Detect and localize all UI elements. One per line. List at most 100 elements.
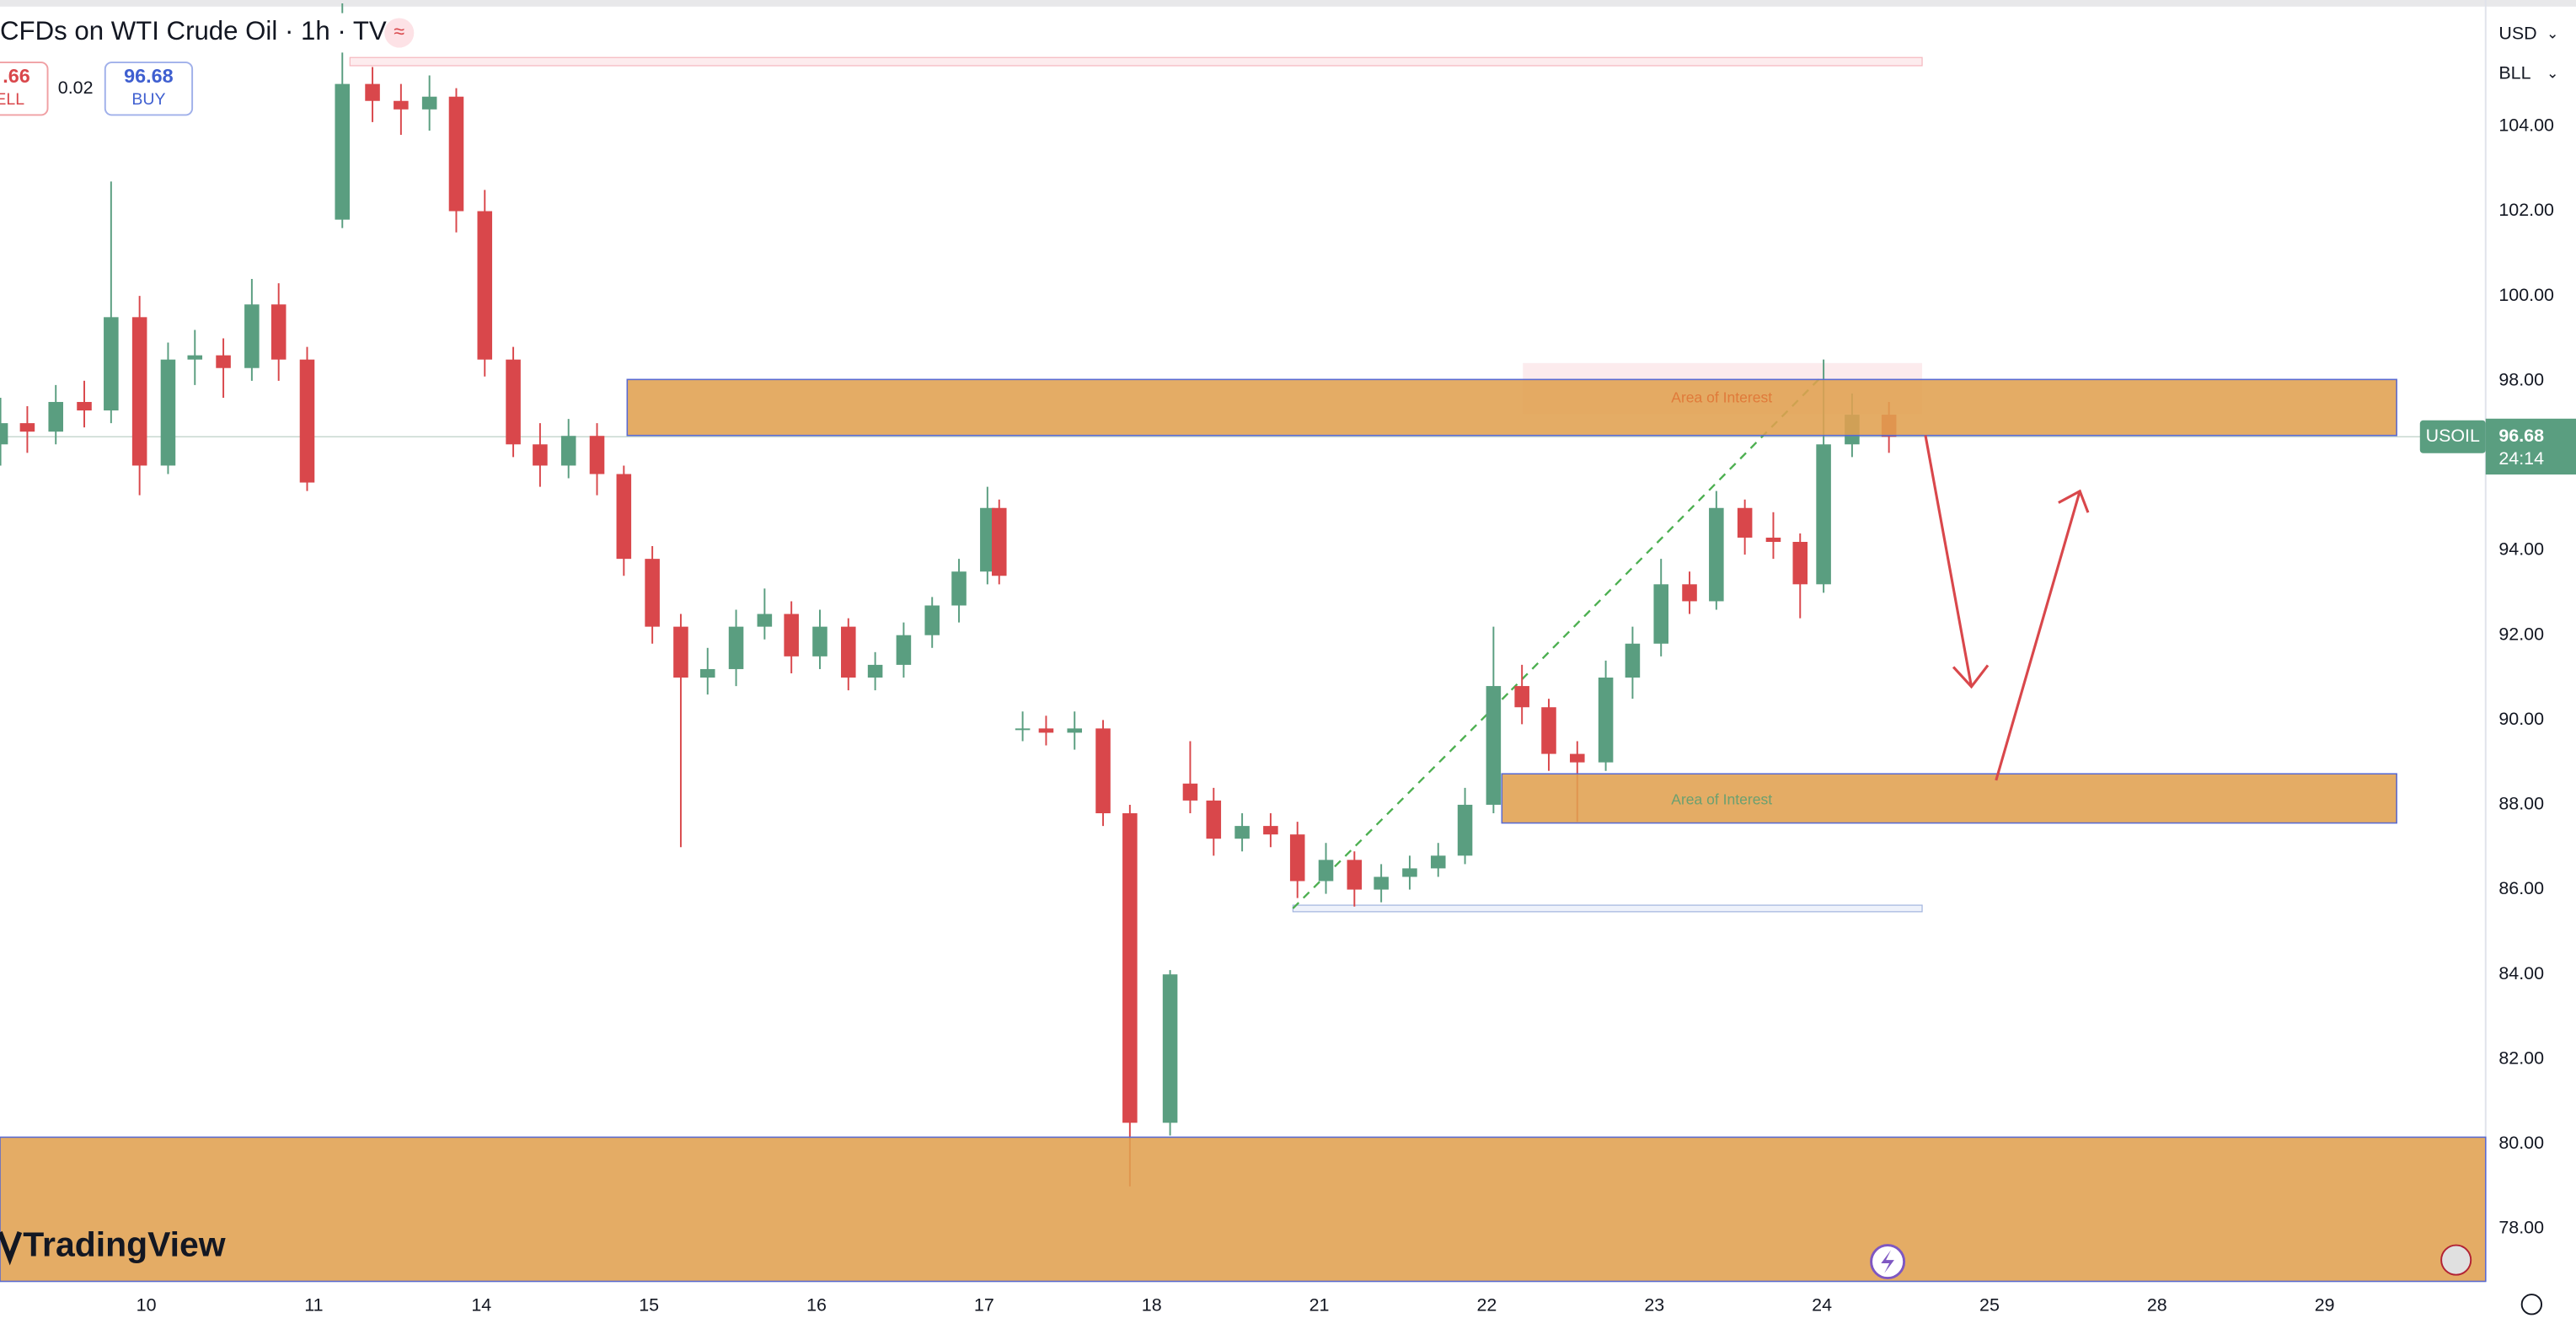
range-box (349, 56, 1923, 67)
x-tick-label: 14 (471, 1294, 491, 1315)
x-tick-label: 29 (2315, 1294, 2335, 1315)
arrow-down (1924, 435, 1974, 688)
zone-label: Area of Interest (1671, 389, 1772, 406)
candle-body (1038, 728, 1054, 733)
arrow-head (2058, 489, 2090, 513)
y-tick-label: 94.00 (2498, 539, 2544, 560)
lightning-glyph (1881, 1250, 1894, 1273)
y-tick-label: 98.00 (2498, 369, 2544, 389)
zone (1501, 773, 2397, 824)
settings-icon[interactable] (2520, 1294, 2543, 1316)
candle-body (421, 96, 437, 110)
candle-body (131, 317, 147, 466)
y-tick-label: 80.00 (2498, 1133, 2544, 1153)
candle-body (841, 626, 856, 678)
candle-body (1653, 584, 1668, 644)
candle-body (1402, 868, 1417, 877)
candle-body (477, 211, 493, 360)
candle-body (365, 83, 380, 101)
candle-body (1318, 860, 1334, 882)
candle-body (1430, 855, 1446, 869)
x-tick-label: 25 (1979, 1294, 2000, 1315)
candle-body (335, 83, 351, 220)
candle-body (560, 436, 576, 466)
x-tick-label: 28 (2147, 1294, 2167, 1315)
candle-body (48, 401, 63, 432)
last-price: 96.68 (2498, 426, 2544, 446)
candle-body (645, 559, 660, 627)
zone (0, 1136, 2487, 1283)
candle-body (784, 614, 799, 656)
symbol-tag: USOIL (2426, 426, 2480, 446)
y-tick-label: 82.00 (2498, 1048, 2544, 1068)
candle-body (19, 423, 35, 432)
unit-caret: ⌄ (2547, 64, 2559, 81)
sell-label: ELL (0, 90, 24, 109)
y-tick-label: 78.00 (2498, 1218, 2544, 1238)
candle-body (728, 626, 744, 669)
candle-body (1234, 826, 1250, 839)
y-tick-label: 100.00 (2498, 285, 2554, 305)
x-tick-label: 18 (1142, 1294, 1162, 1315)
candle-body (1162, 974, 1178, 1123)
indicator-icon[interactable] (384, 18, 415, 48)
indicator-icon-glyph: ≈ (394, 20, 404, 42)
flag-icon[interactable] (2440, 1244, 2472, 1276)
candle-body (951, 571, 967, 606)
candle-body (506, 359, 521, 445)
x-tick-label: 21 (1309, 1294, 1330, 1315)
x-tick-label: 22 (1476, 1294, 1497, 1315)
currency[interactable]: USD (2498, 24, 2536, 44)
x-tick-label: 11 (304, 1294, 323, 1315)
candle-body (1182, 783, 1198, 801)
candle-body (1206, 800, 1222, 839)
candle-body (924, 605, 940, 635)
x-tick-label: 10 (137, 1294, 157, 1315)
zone (626, 378, 2397, 437)
candle-body (394, 100, 409, 110)
spread: 0.02 (58, 78, 94, 98)
candle-body (216, 355, 231, 368)
sell-price: .66 (3, 65, 30, 87)
candle-body (1289, 834, 1305, 882)
sell-button[interactable] (0, 62, 49, 116)
candle-body (1682, 584, 1697, 602)
y-tick-label: 92.00 (2498, 624, 2544, 644)
candle-body (299, 359, 315, 483)
candle-body (1765, 537, 1781, 543)
candle-body (1015, 728, 1031, 731)
symbol-title: CFDs on WTI Crude Oil · 1h · TVC (0, 16, 405, 46)
candle-body (1625, 643, 1641, 678)
y-tick-label: 88.00 (2498, 794, 2544, 814)
zone-label: Area of Interest (1671, 790, 1772, 807)
unit[interactable]: BLL (2498, 62, 2530, 83)
buy-button[interactable] (104, 62, 194, 116)
candle-body (991, 507, 1007, 576)
candle-body (589, 436, 605, 474)
candle-body (699, 668, 715, 678)
candle-body (1514, 686, 1529, 708)
buy-price: 96.68 (124, 65, 174, 87)
watermark: TradingView (23, 1225, 225, 1263)
x-tick-label: 23 (1644, 1294, 1664, 1315)
y-tick-label: 84.00 (2498, 963, 2544, 983)
x-tick-label: 15 (639, 1294, 659, 1315)
candle-body (160, 359, 176, 466)
candle-body (1374, 876, 1389, 890)
candle-body (1598, 678, 1614, 763)
y-tick-label: 102.00 (2498, 200, 2554, 220)
currency-caret: ⌄ (2547, 25, 2559, 42)
candle-body (896, 635, 912, 665)
header-bg (0, 13, 427, 53)
candle-body (1541, 707, 1556, 754)
y-tick-label: 104.00 (2498, 115, 2554, 136)
candle-body (1067, 728, 1083, 733)
symbol-tag-bg (2419, 420, 2486, 453)
range-box (1292, 904, 1923, 913)
y-tick-label: 90.00 (2498, 709, 2544, 729)
candle-body (1095, 728, 1111, 814)
candle-body (1816, 444, 1831, 585)
